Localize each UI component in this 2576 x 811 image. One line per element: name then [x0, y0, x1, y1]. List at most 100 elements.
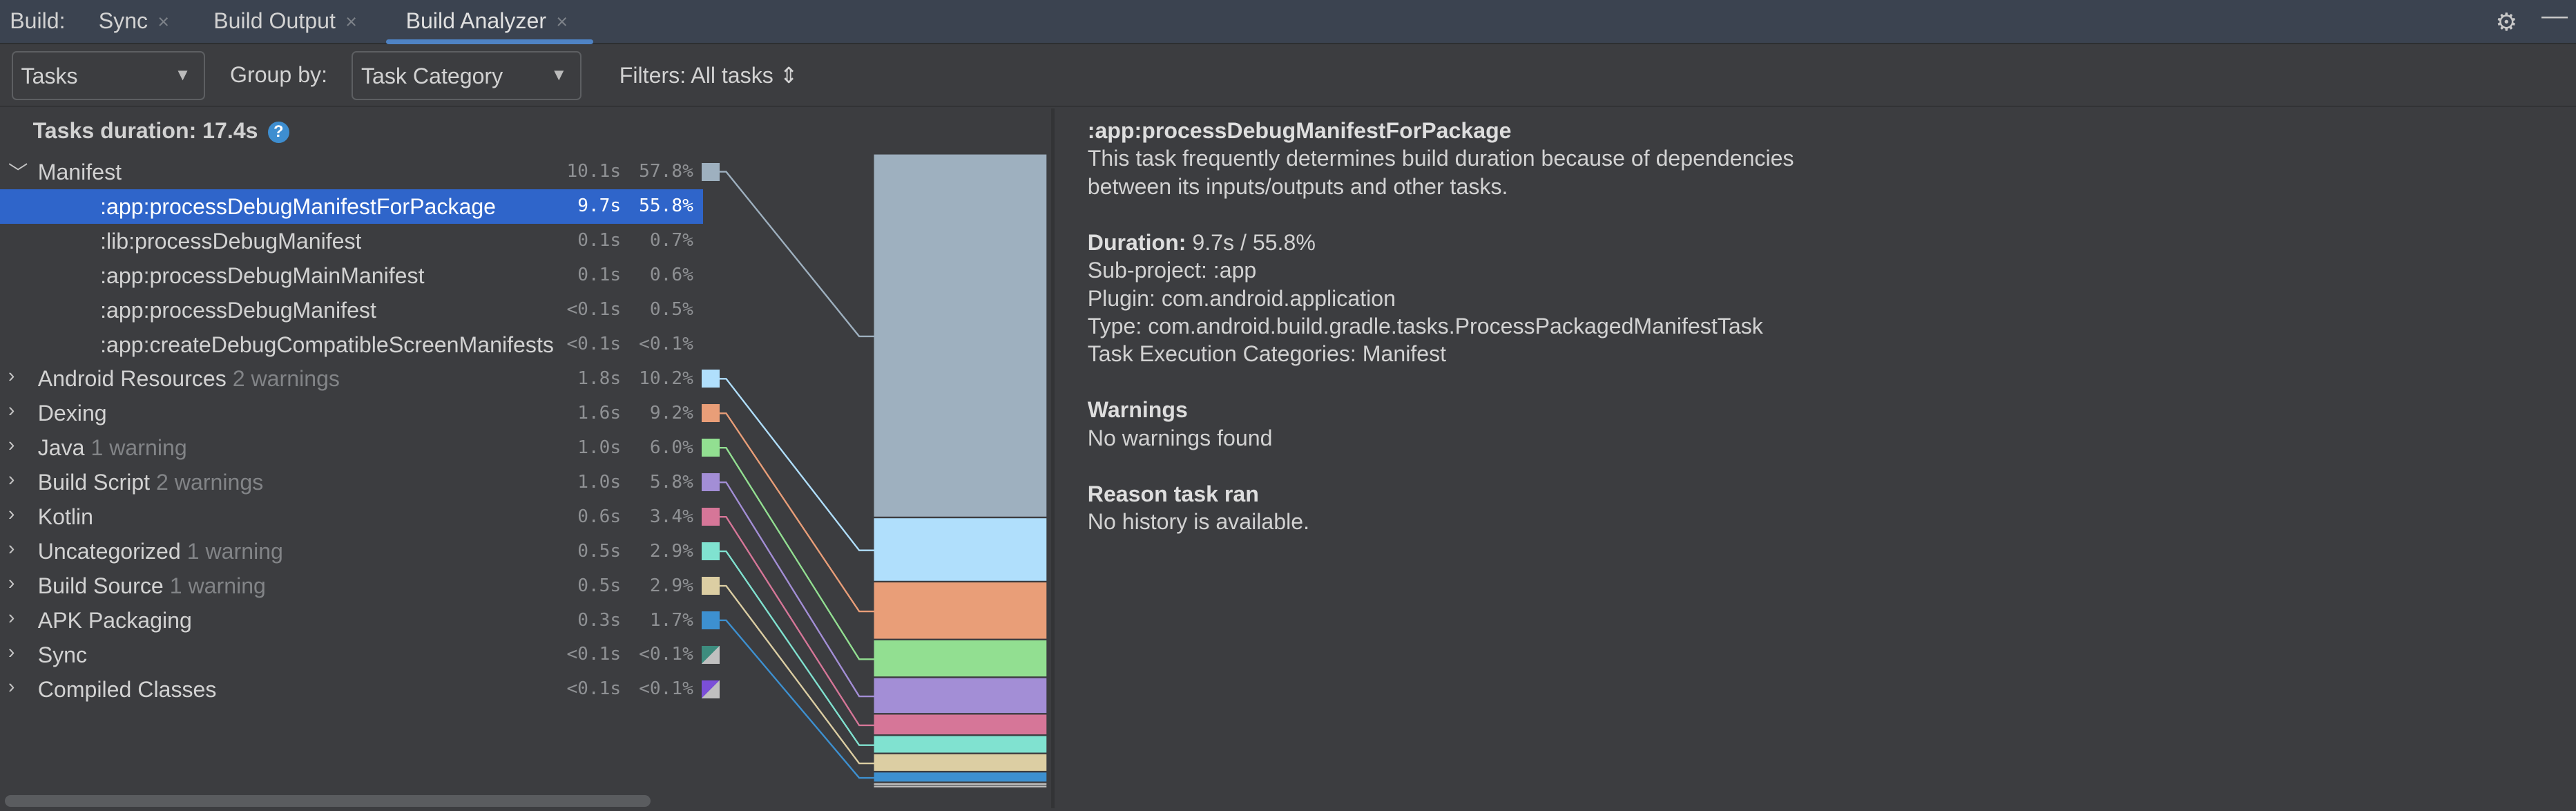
category-row[interactable]: › Kotlin 0.6s 3.4% [0, 499, 703, 534]
minus-icon[interactable]: — [2541, 1, 2568, 31]
tab-label: Build Output [213, 8, 336, 33]
category-row[interactable]: › Compiled Classes <0.1s <0.1% [0, 672, 703, 707]
row-time: 10.1s [566, 161, 622, 182]
chevron-right-icon[interactable]: › [8, 537, 15, 560]
details-subproject: Sub-project: :app [1087, 258, 1257, 283]
row-name: :app:processDebugMainManifest [100, 263, 425, 288]
panel-divider[interactable] [1051, 108, 1055, 809]
task-row[interactable]: :app:processDebugMainManifest 0.1s 0.6% [0, 258, 703, 292]
chevron-right-icon[interactable]: › [8, 571, 15, 594]
task-row[interactable]: :lib:processDebugManifest 0.1s 0.7% [0, 224, 703, 258]
category-color-swatch [701, 542, 720, 561]
row-percent: <0.1% [639, 644, 693, 665]
row-time: 0.6s [577, 506, 622, 527]
group-by-label: Group by: [230, 62, 328, 88]
row-name: Build Source 1 warning [37, 573, 266, 599]
horizontal-scrollbar[interactable] [5, 795, 651, 807]
chevron-right-icon[interactable]: › [8, 468, 15, 490]
row-name: Build Script 2 warnings [37, 470, 264, 495]
row-time: 0.5s [577, 540, 622, 562]
row-name: Uncategorized 1 warning [37, 539, 283, 564]
row-time: 9.7s [577, 195, 622, 217]
row-name: :lib:processDebugManifest [100, 228, 362, 254]
task-row[interactable]: :app:processDebugManifest <0.1s 0.5% [0, 292, 703, 327]
row-time: 1.0s [577, 437, 622, 458]
details-description-2: between its inputs/outputs and other tas… [1087, 173, 1508, 199]
warnings-text: No warnings found [1087, 425, 1273, 450]
view-select[interactable]: Tasks ▼ [11, 50, 206, 101]
warning-count: 1 warning [169, 573, 266, 599]
group-by-select[interactable]: Task Category ▼ [352, 50, 582, 101]
row-name: Android Resources 2 warnings [37, 366, 340, 392]
row-percent: 3.4% [649, 506, 693, 527]
row-percent: 10.2% [639, 368, 693, 389]
details-title: :app:processDebugManifestForPackage [1087, 117, 1512, 143]
category-row[interactable]: › APK Packaging 0.3s 1.7% [0, 603, 703, 638]
category-color-swatch [701, 162, 720, 181]
category-row[interactable]: › Java 1 warning 1.0s 6.0% [0, 430, 703, 465]
row-time: <0.1s [566, 678, 622, 700]
row-percent: 5.8% [649, 471, 693, 493]
row-percent: 2.9% [649, 540, 693, 562]
category-row[interactable]: › Build Source 1 warning 0.5s 2.9% [0, 569, 703, 603]
tab-build-output[interactable]: Build Output × [213, 8, 357, 34]
chevron-right-icon[interactable]: › [8, 606, 15, 629]
chevron-right-icon[interactable]: › [8, 640, 15, 663]
reason-text: No history is available. [1087, 509, 1309, 535]
row-time: 0.1s [577, 264, 622, 285]
category-color-swatch [701, 473, 720, 492]
chevron-right-icon[interactable]: › [8, 365, 15, 388]
category-color-swatch [701, 645, 720, 665]
tab-label: Build Analyzer [405, 8, 547, 33]
tab-sync[interactable]: Sync × [99, 8, 169, 34]
close-icon[interactable]: × [556, 10, 568, 33]
reason-title: Reason task ran [1087, 481, 1259, 506]
view-select-value: Tasks [21, 64, 78, 89]
row-percent: 55.8% [639, 195, 693, 217]
category-row[interactable]: › Uncategorized 1 warning 0.5s 2.9% [0, 534, 703, 569]
chevron-down-icon[interactable]: ﹀ [8, 162, 28, 185]
row-time: <0.1s [566, 333, 622, 354]
row-name: :app:processDebugManifestForPackage [100, 193, 497, 219]
gear-icon[interactable]: ⚙ [2495, 8, 2518, 36]
row-time: 1.0s [577, 471, 622, 493]
tab-build-analyzer[interactable]: Build Analyzer × [406, 8, 568, 34]
category-color-swatch [701, 611, 720, 630]
category-row[interactable]: ﹀ Manifest 10.1s 57.8% [0, 155, 703, 189]
details-type: Type: com.android.build.gradle.tasks.Pro… [1087, 313, 1763, 338]
warning-count: 2 warnings [156, 470, 264, 495]
chevron-right-icon[interactable]: › [8, 502, 15, 525]
category-row[interactable]: › Android Resources 2 warnings 1.8s 10.2% [0, 361, 703, 396]
help-icon[interactable]: ? [267, 121, 289, 143]
row-percent: 2.9% [649, 575, 693, 596]
row-name: Sync [37, 642, 88, 668]
chevron-right-icon[interactable]: › [8, 399, 15, 422]
category-row[interactable]: › Build Script 2 warnings 1.0s 5.8% [0, 465, 703, 499]
row-time: 1.6s [577, 402, 622, 423]
build-label: Build: [10, 8, 66, 33]
close-icon[interactable]: × [157, 10, 170, 33]
task-row[interactable]: :app:createDebugCompatibleScreenManifest… [0, 327, 703, 361]
close-icon[interactable]: × [345, 10, 357, 33]
toolbar: Tasks ▼ Group by: Task Category ▼ Filters:… [0, 46, 2576, 107]
row-name: Manifest [37, 159, 122, 184]
warnings-title: Warnings [1087, 397, 1188, 423]
filters-dropdown[interactable]: Filters: All tasks ⇕ [619, 63, 798, 88]
details-plugin: Plugin: com.android.application [1087, 285, 1396, 311]
chevron-right-icon[interactable]: › [8, 675, 15, 698]
category-color-swatch [701, 439, 720, 457]
chevron-down-icon: ▼ [550, 65, 568, 84]
warning-count: 2 warnings [232, 366, 340, 392]
tasks-duration-header: Tasks duration: 17.4s? [33, 118, 289, 144]
row-name: :app:createDebugCompatibleScreenManifest… [100, 332, 554, 357]
details-categories: Task Execution Categories: Manifest [1087, 341, 1447, 367]
row-percent: <0.1% [639, 678, 693, 700]
category-color-swatch [701, 680, 720, 698]
chevron-right-icon[interactable]: › [8, 433, 15, 456]
category-row[interactable]: › Dexing 1.6s 9.2% [0, 396, 703, 430]
category-color-swatch [701, 370, 720, 388]
category-row[interactable]: › Sync <0.1s <0.1% [0, 638, 703, 672]
task-row[interactable]: :app:processDebugManifestForPackage 9.7s 5… [0, 189, 704, 224]
row-time: <0.1s [566, 644, 622, 665]
active-tab-indicator [386, 39, 593, 45]
